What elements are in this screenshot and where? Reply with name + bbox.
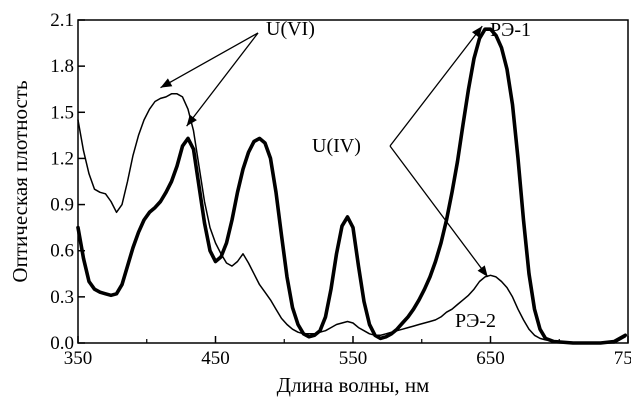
x-tick-label: 650 xyxy=(476,348,505,369)
arrow-line xyxy=(389,25,483,147)
arrow-line xyxy=(160,32,259,89)
plot-frame xyxy=(77,19,629,344)
annotation-re1: РЭ-1 xyxy=(490,19,531,41)
arrow-line xyxy=(186,32,259,127)
y-axis-title: Оптическая плотность xyxy=(8,80,32,282)
arrow-head xyxy=(186,114,197,127)
x-tick-label: 750 xyxy=(614,348,631,369)
arrow-head xyxy=(477,265,488,277)
y-tick-label: 1.8 xyxy=(50,56,74,77)
annotation-arrows xyxy=(160,25,489,278)
x-tick-label: 450 xyxy=(201,348,230,369)
ticks: 350 450 550 650 750 0.0 0.3 0.6 0.9 1.2 1.5 1.8 2.1 xyxy=(50,10,631,369)
annotation-u6: U(VI) xyxy=(266,18,315,40)
series-line-thin xyxy=(77,93,627,344)
arrow-head xyxy=(471,26,483,38)
y-tick-label: 0.0 xyxy=(50,333,74,354)
y-tick-label: 0.9 xyxy=(50,195,74,216)
axes xyxy=(77,19,629,344)
arrow-line xyxy=(389,145,489,278)
y-tick-label: 1.5 xyxy=(50,102,74,123)
series-line-re1 xyxy=(76,27,628,345)
y-tick-label: 0.3 xyxy=(50,287,74,308)
annotation-re2: РЭ-2 xyxy=(455,310,496,332)
x-tick-label: 350 xyxy=(64,348,93,369)
annotation-u4: U(IV) xyxy=(312,135,361,157)
x-axis-title: Длина волны, нм xyxy=(277,373,430,397)
y-tick-label: 2.1 xyxy=(50,10,74,31)
y-tick-label: 1.2 xyxy=(50,148,74,169)
x-tick-label: 550 xyxy=(339,348,368,369)
arrow-head xyxy=(160,78,173,88)
y-tick-label: 0.6 xyxy=(50,241,74,262)
series-layer xyxy=(76,27,628,345)
